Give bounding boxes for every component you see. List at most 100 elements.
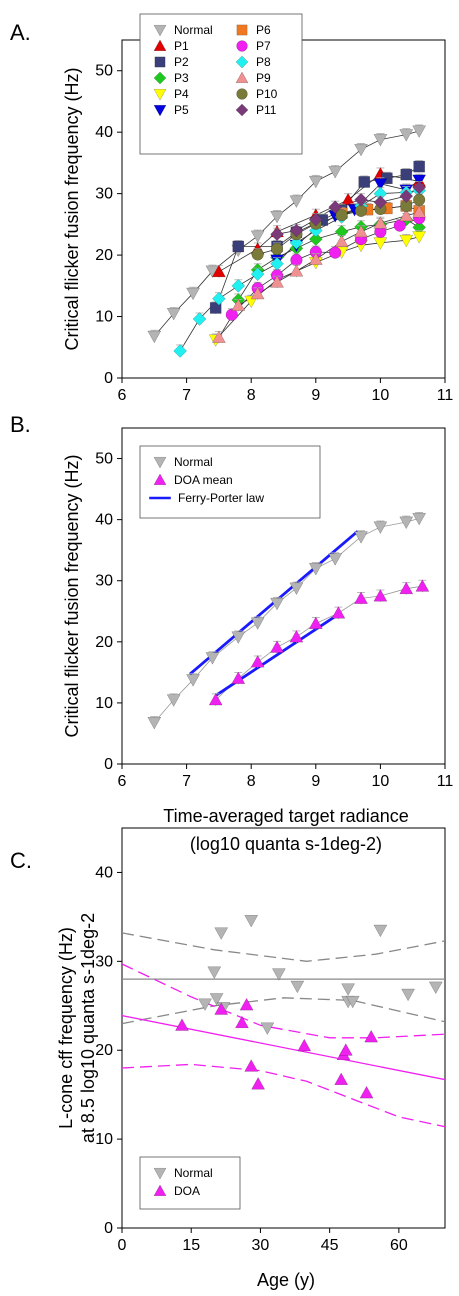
- x-tick-label: 9: [311, 387, 320, 404]
- legend-label: P2: [174, 55, 189, 69]
- legend-marker: [153, 24, 167, 37]
- y-tick-label: 20: [95, 247, 113, 264]
- data-point: [186, 674, 200, 687]
- y-tick-label: 0: [104, 370, 113, 387]
- y-axis-label-line2: at 8.5 log10 quanta s-1deg-2: [78, 913, 98, 1143]
- y-tick-label: 10: [95, 309, 113, 326]
- legend-marker: [236, 40, 248, 52]
- plot-frame: [121, 427, 446, 765]
- legend-marker: [153, 473, 167, 486]
- data-point: [270, 242, 284, 256]
- data-point: [373, 521, 388, 534]
- x-axis-label-line2: (log10 quanta s-1deg-2): [190, 834, 382, 854]
- legend-label: P4: [174, 87, 189, 101]
- data-point: [373, 588, 388, 602]
- data-point: [175, 1018, 189, 1031]
- data-point: [231, 671, 246, 684]
- data-point: [231, 278, 246, 293]
- data-point: [399, 234, 414, 248]
- data-point: [412, 174, 427, 188]
- x-tick-label: 7: [182, 773, 191, 790]
- legend-label: P6: [256, 23, 271, 37]
- data-point: [251, 1076, 266, 1090]
- legend-marker: [153, 1167, 167, 1180]
- data-point: [289, 629, 304, 643]
- data-point: [289, 582, 304, 596]
- data-point: [364, 1029, 379, 1043]
- legend-box: [139, 1156, 241, 1210]
- data-point: [209, 993, 224, 1006]
- data-point: [208, 692, 223, 706]
- data-point: [428, 981, 443, 995]
- data-point: [250, 230, 265, 244]
- legend-marker: [153, 1184, 167, 1197]
- x-tick-label: 6: [118, 387, 127, 404]
- legend-label: P10: [256, 87, 278, 101]
- data-point: [250, 286, 265, 300]
- data-point: [345, 995, 360, 1009]
- y-tick-label: 0: [104, 1220, 113, 1237]
- legend-label: Ferry-Porter law: [178, 491, 264, 505]
- panel-label: A.: [10, 20, 31, 45]
- data-point: [209, 302, 222, 314]
- x-tick-label: 15: [182, 1237, 200, 1254]
- data-point: [415, 579, 430, 592]
- data-point: [401, 988, 416, 1002]
- data-point: [358, 176, 371, 188]
- x-tick-label: 0: [118, 1237, 127, 1254]
- chart-panel-3: C. 0 15 30 45 60 0 10 20 30 40 L-cone cff frequency…: [10, 827, 446, 1290]
- panel-label: C.: [10, 848, 32, 873]
- x-tick-label: 8: [247, 387, 256, 404]
- series-line: [215, 585, 423, 701]
- data-point: [334, 1072, 349, 1086]
- y-tick-label: 50: [95, 63, 113, 80]
- data-point: [173, 344, 187, 358]
- legend-marker: [236, 88, 248, 100]
- data-point: [328, 553, 343, 566]
- x-tick-label: 11: [437, 387, 454, 404]
- fit-line: [122, 1063, 445, 1128]
- data-point: [214, 1002, 229, 1015]
- legend-marker: [153, 88, 167, 101]
- data-point: [271, 968, 286, 981]
- data-point: [244, 1059, 259, 1072]
- data-point: [239, 997, 254, 1011]
- y-tick-label: 40: [95, 512, 113, 529]
- x-tick-label: 10: [372, 773, 390, 790]
- y-tick-label: 50: [95, 451, 113, 468]
- data-point: [412, 512, 427, 526]
- data-point: [270, 227, 284, 242]
- data-point: [354, 591, 368, 604]
- data-point: [212, 291, 226, 306]
- data-point: [329, 246, 342, 259]
- legend-marker: [235, 71, 249, 84]
- fit-line: [122, 963, 445, 1039]
- data-point: [231, 631, 246, 644]
- data-point: [334, 234, 349, 248]
- data-point: [328, 166, 343, 179]
- legend-marker: [236, 24, 248, 36]
- fit-line: [122, 932, 445, 962]
- x-tick-label: 10: [372, 387, 390, 404]
- data-point: [338, 1043, 353, 1056]
- x-tick-label: 30: [252, 1237, 270, 1254]
- legend-label: Normal: [174, 455, 213, 469]
- data-point: [297, 1038, 312, 1052]
- y-tick-label: 30: [95, 186, 113, 203]
- data-point: [354, 143, 368, 157]
- legend-box: [139, 13, 303, 155]
- legend-marker: [235, 103, 249, 117]
- y-tick-label: 30: [95, 573, 113, 590]
- data-point: [308, 252, 323, 265]
- data-point: [331, 606, 346, 619]
- data-point: [166, 694, 181, 707]
- legend-label: DOA: [174, 1184, 200, 1198]
- data-point: [290, 980, 305, 994]
- data-point: [251, 248, 264, 261]
- fit-line: [122, 997, 445, 1025]
- series-line: [237, 218, 420, 301]
- y-axis-label-line1: L-cone cff frequency (Hz): [56, 927, 76, 1129]
- x-tick-label: 7: [182, 387, 191, 404]
- legend-marker: [153, 39, 167, 52]
